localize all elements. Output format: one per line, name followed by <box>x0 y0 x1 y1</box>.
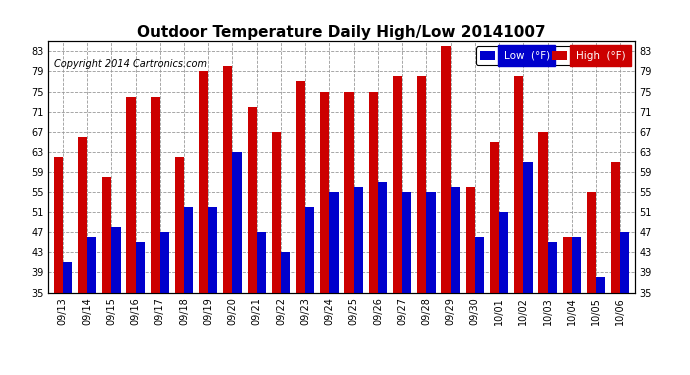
Bar <box>233 152 241 292</box>
Bar <box>466 187 475 292</box>
Bar <box>402 192 411 292</box>
Bar <box>523 162 533 292</box>
Bar <box>562 237 572 292</box>
Bar <box>135 242 145 292</box>
Bar <box>199 71 208 292</box>
Bar <box>78 137 87 292</box>
Bar <box>499 212 509 292</box>
Bar <box>257 232 266 292</box>
Bar <box>596 278 605 292</box>
Bar <box>87 237 97 292</box>
Legend: Low  (°F), High  (°F): Low (°F), High (°F) <box>475 46 629 65</box>
Bar <box>272 132 281 292</box>
Bar <box>611 162 620 292</box>
Bar <box>354 187 363 292</box>
Bar <box>329 192 339 292</box>
Bar <box>160 232 169 292</box>
Bar <box>620 232 629 292</box>
Bar <box>320 92 329 292</box>
Bar <box>102 177 111 292</box>
Text: Copyright 2014 Cartronics.com: Copyright 2014 Cartronics.com <box>55 59 207 69</box>
Bar <box>538 132 548 292</box>
Bar <box>111 227 121 292</box>
Bar <box>224 66 233 292</box>
Bar <box>184 207 193 292</box>
Bar <box>514 76 523 292</box>
Bar <box>475 237 484 292</box>
Bar <box>451 187 460 292</box>
Bar <box>344 92 354 292</box>
Title: Outdoor Temperature Daily High/Low 20141007: Outdoor Temperature Daily High/Low 20141… <box>137 25 546 40</box>
Bar <box>281 252 290 292</box>
Bar <box>378 182 387 292</box>
Bar <box>63 262 72 292</box>
Bar <box>296 81 305 292</box>
Bar <box>305 207 315 292</box>
Bar <box>442 46 451 292</box>
Bar <box>417 76 426 292</box>
Bar <box>490 142 499 292</box>
Bar <box>175 157 184 292</box>
Bar <box>393 76 402 292</box>
Bar <box>572 237 581 292</box>
Bar <box>126 96 135 292</box>
Bar <box>426 192 435 292</box>
Bar <box>150 96 160 292</box>
Bar <box>248 106 257 292</box>
Bar <box>208 207 217 292</box>
Bar <box>548 242 557 292</box>
Bar <box>54 157 63 292</box>
Bar <box>368 92 378 292</box>
Bar <box>586 192 596 292</box>
